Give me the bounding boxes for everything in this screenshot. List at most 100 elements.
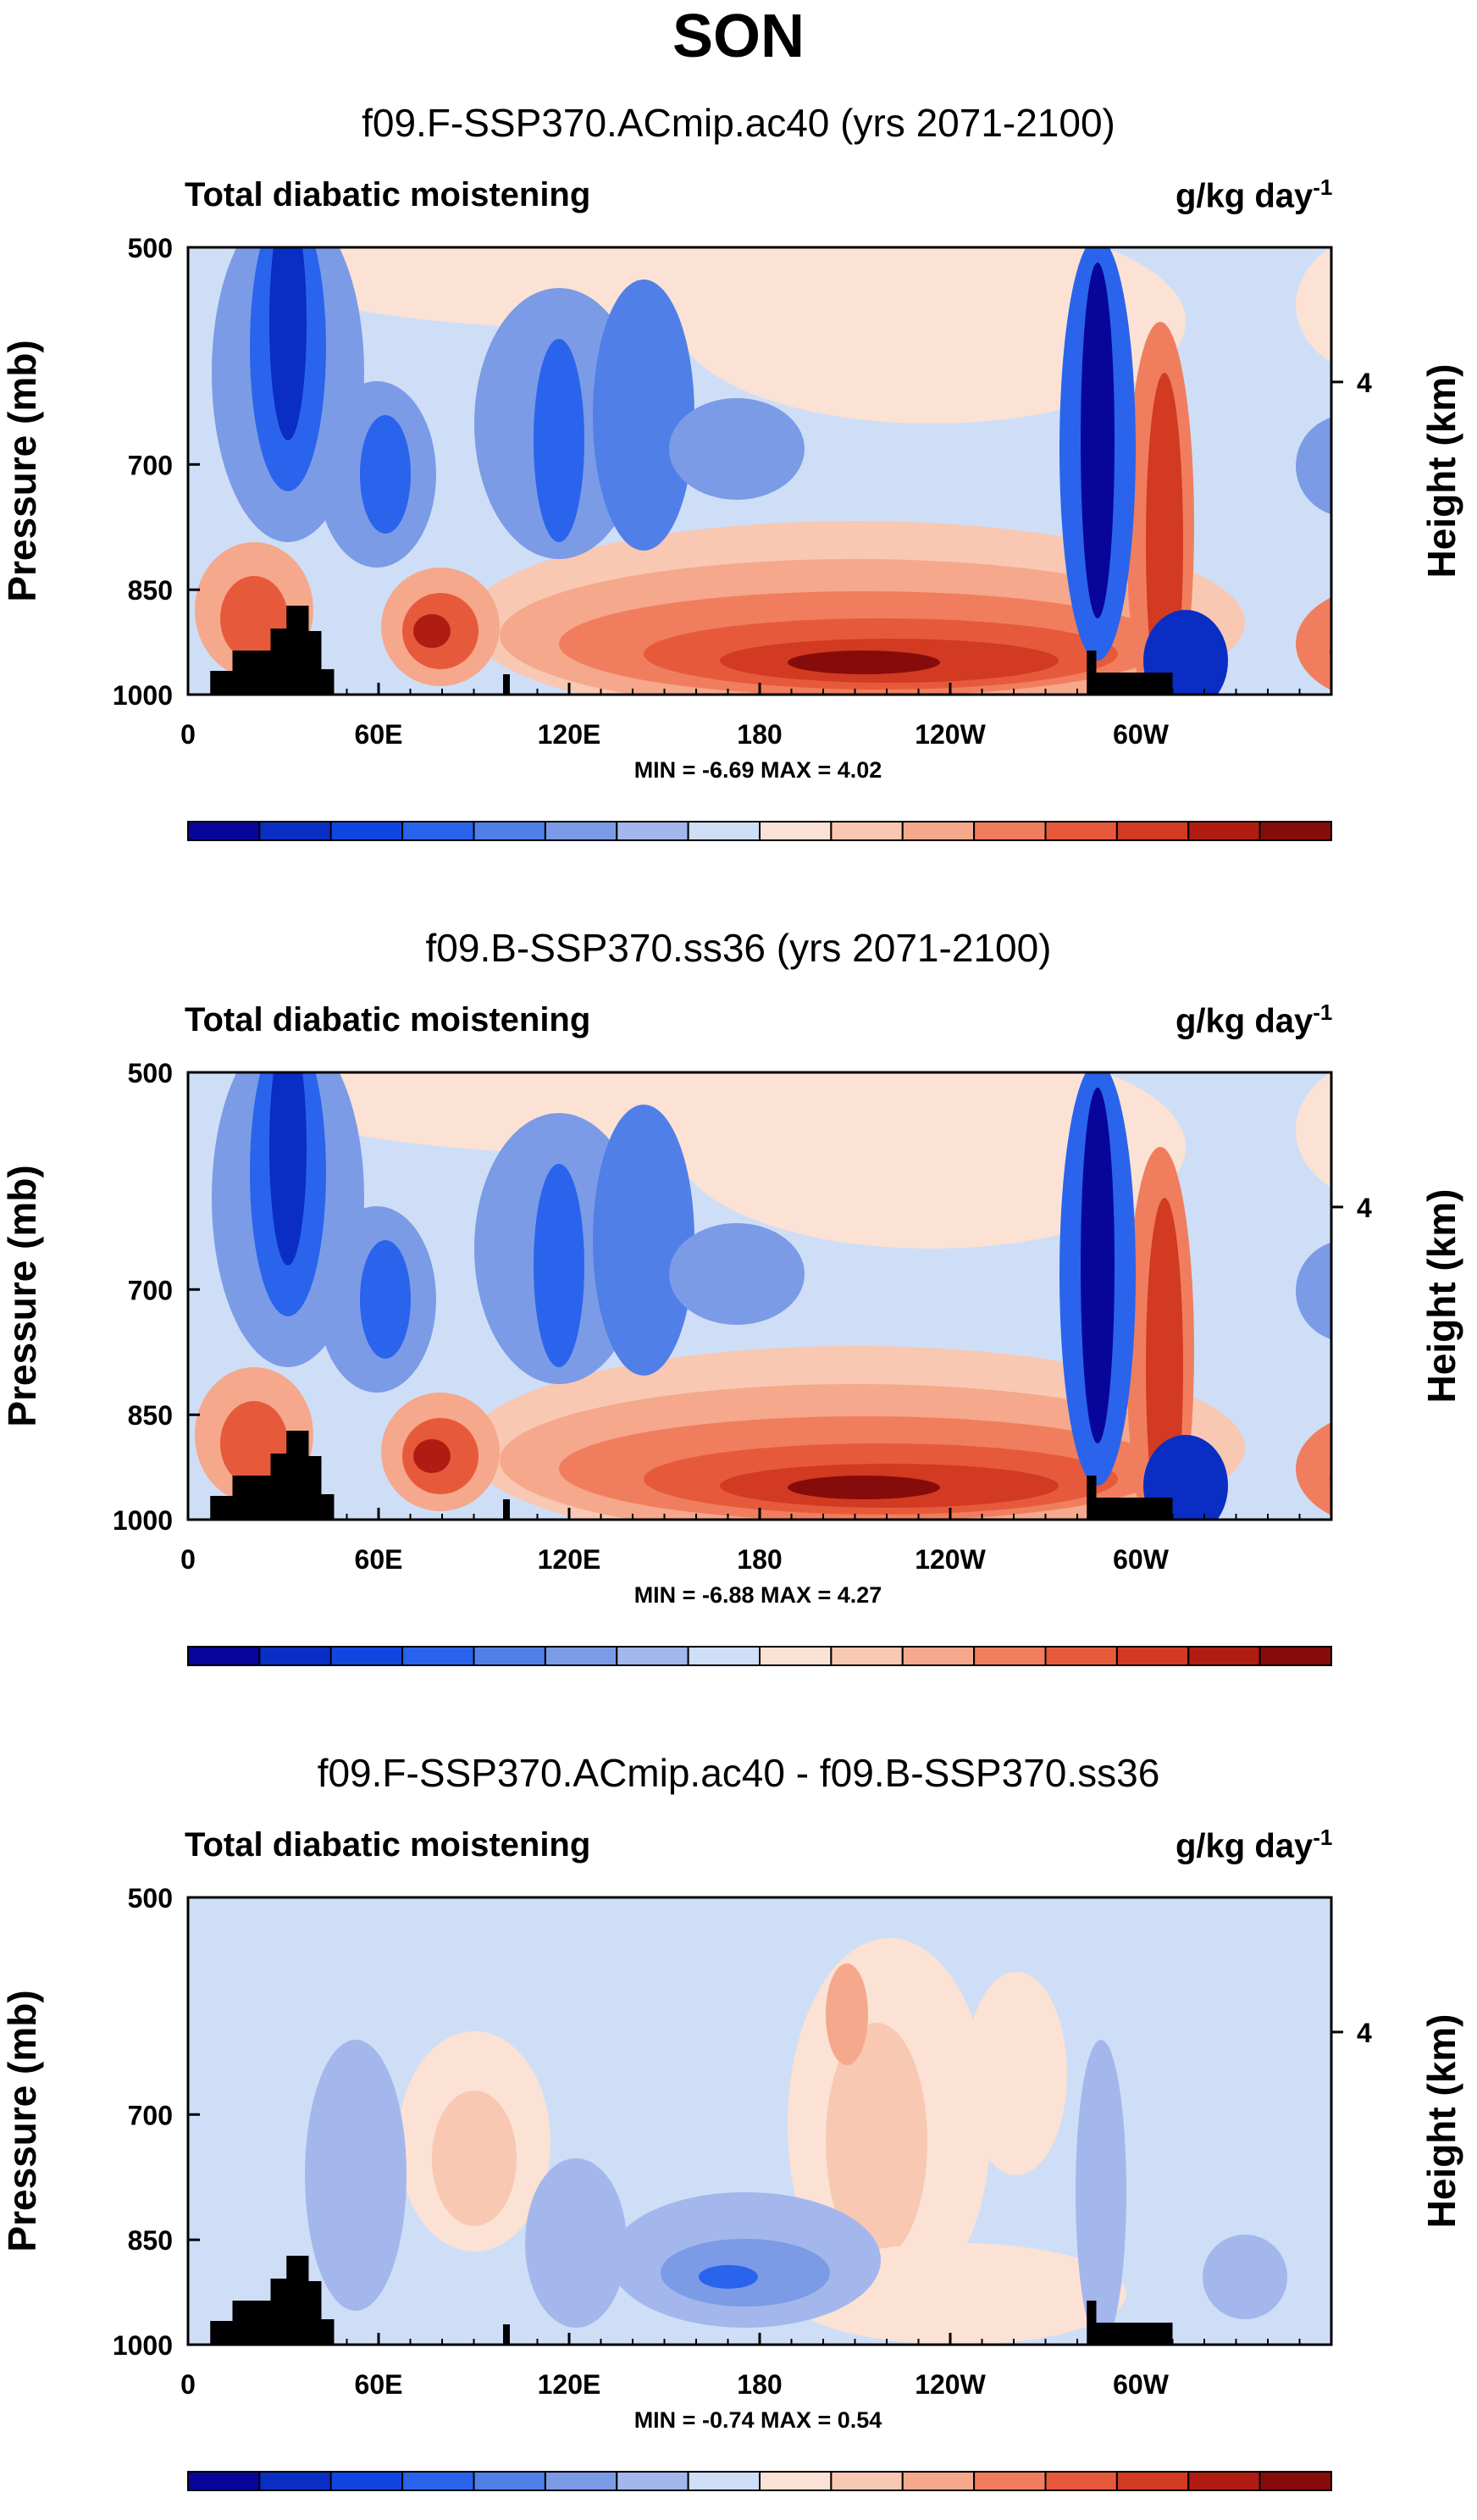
min-max-stats: MIN = -6.88 MAX = 4.27 — [634, 1582, 882, 1608]
contour-warm — [678, 1072, 1186, 1249]
colorbar-bin — [616, 2471, 689, 2491]
x-tick-label: 120E — [538, 719, 601, 750]
contour-dry — [669, 1223, 805, 1325]
x-tick-label: 60E — [355, 719, 403, 750]
land-mask-sumatra — [503, 1499, 510, 1520]
y-tick-label: 700 — [128, 450, 173, 480]
colorbar-bin — [687, 2471, 761, 2491]
contour-bl — [1296, 596, 1331, 691]
land-mask-sumatra — [503, 2324, 510, 2345]
land-mask-africa — [210, 606, 335, 695]
contour-bl — [788, 651, 940, 674]
units-text: g/kg day — [1176, 1002, 1314, 1040]
colorbar-bin — [973, 2471, 1047, 2491]
contour-plot: 500 700 850 1000 4 0 60E 120E 180 120W 60W Pressure… — [0, 1058, 1463, 1666]
colorbar-bin — [1115, 2471, 1190, 2491]
contour-bl — [413, 1439, 451, 1473]
variable-label: Total diabatic moistening — [185, 1001, 591, 1038]
colorbar-bin — [1187, 2471, 1261, 2491]
contour-diff — [432, 2091, 517, 2226]
contour-dry — [360, 415, 411, 534]
colorbar-bin — [830, 2471, 904, 2491]
chart-panel-1: f09.F-SSP370.ACmip.ac40 (yrs 2071-2100) … — [0, 0, 1477, 847]
contour-dry — [593, 1105, 694, 1376]
figure-title: SON — [672, 3, 805, 70]
colorbar-bin — [1258, 2471, 1332, 2491]
x-tick-label: 120W — [915, 719, 986, 750]
x-tick-label: 120E — [538, 1544, 601, 1575]
y-tick-label: 1000 — [113, 1505, 173, 1536]
y-tick-label: 500 — [128, 233, 173, 263]
land-mask-andes — [1087, 1476, 1173, 1520]
x-tick-label: 60W — [1113, 2369, 1170, 2400]
x-tick-label: 60E — [355, 2369, 403, 2400]
y-axis-title: Pressure (mb) — [0, 1165, 44, 1426]
contour-warm — [678, 247, 1186, 424]
y-right-tick-label: 4 — [1357, 368, 1372, 398]
y-right-axis-title: Height (km) — [1419, 1189, 1463, 1404]
y-tick-label: 500 — [128, 1883, 173, 1914]
panel-title: f09.F-SSP370.ACmip.ac40 - f09.B-SSP370.s… — [317, 1751, 1160, 1795]
y-tick-label: 1000 — [113, 2330, 173, 2361]
units-exponent: -1 — [1313, 1825, 1333, 1850]
land-mask-africa — [210, 1431, 335, 1520]
y-tick-label: 1000 — [113, 680, 173, 711]
units-label: g/kg day-1 — [1176, 1825, 1332, 1865]
contour-plot: 500 700 850 1000 4 0 60E 120E 180 120W 60W Pressure… — [0, 1883, 1463, 2491]
contour-diff — [305, 2040, 407, 2311]
units-label: g/kg day-1 — [1176, 1000, 1332, 1040]
contour-dry — [1296, 1242, 1331, 1340]
contour-dry — [1143, 1435, 1228, 1520]
land-mask-andes — [1087, 651, 1173, 695]
contour-field — [188, 1072, 1331, 1520]
colorbar-bin — [1044, 2471, 1118, 2491]
contour-dry — [269, 247, 307, 440]
contour-field — [188, 1897, 1331, 2345]
contour-dry — [534, 1164, 584, 1367]
colorbar-bin — [544, 2471, 618, 2491]
y-tick-label: 850 — [128, 1400, 173, 1431]
colorbar-bin — [901, 2471, 976, 2491]
contour-diff — [965, 1972, 1067, 2175]
contour-dry — [669, 398, 805, 500]
colorbar-bin — [473, 2471, 546, 2491]
min-max-stats: MIN = -0.74 MAX = 0.54 — [634, 2407, 882, 2433]
chart-panel-3: f09.F-SSP370.ACmip.ac40 - f09.B-SSP370.s… — [0, 1650, 1477, 2497]
x-tick-label: 180 — [737, 1544, 782, 1575]
contour-field — [188, 247, 1331, 695]
contour-bl — [413, 614, 451, 648]
x-tick-label: 120E — [538, 2369, 601, 2400]
chart-panel-2: f09.B-SSP370.ss36 (yrs 2071-2100) Total … — [0, 825, 1477, 1672]
variable-label: Total diabatic moistening — [185, 1826, 591, 1864]
x-tick-label: 120W — [915, 1544, 986, 1575]
contour-bl — [788, 1476, 940, 1499]
y-tick-label: 700 — [128, 1275, 173, 1305]
x-tick-label: 0 — [180, 719, 196, 750]
contour-diff — [525, 2158, 627, 2328]
contour-dry — [1081, 1088, 1115, 1443]
colorbar-bin — [401, 2471, 475, 2491]
colorbar-bin — [258, 2471, 332, 2491]
y-axis-title: Pressure (mb) — [0, 340, 44, 601]
y-tick-label: 850 — [128, 2225, 173, 2256]
colorbar-bin — [187, 2471, 261, 2491]
x-tick-label: 0 — [180, 1544, 196, 1575]
colorbar-bin — [1258, 821, 1332, 841]
units-text: g/kg day — [1176, 177, 1314, 215]
contour-bl — [1330, 1469, 1331, 1486]
x-tick-label: 60E — [355, 1544, 403, 1575]
units-label: g/kg day-1 — [1176, 174, 1332, 215]
y-tick-label: 700 — [128, 2100, 173, 2130]
x-tick-label: 180 — [737, 2369, 782, 2400]
y-right-axis-title: Height (km) — [1419, 364, 1463, 579]
y-tick-label: 850 — [128, 575, 173, 606]
contour-dry — [1143, 610, 1228, 695]
colorbar-bin — [329, 2471, 404, 2491]
y-axis-title: Pressure (mb) — [0, 1990, 44, 2251]
contour-dry — [1296, 417, 1331, 515]
contour-diff — [1076, 2040, 1126, 2345]
panel-title: f09.B-SSP370.ss36 (yrs 2071-2100) — [425, 926, 1052, 970]
panel-title: f09.F-SSP370.ACmip.ac40 (yrs 2071-2100) — [362, 101, 1115, 145]
x-tick-label: 180 — [737, 719, 782, 750]
units-text: g/kg day — [1176, 1827, 1314, 1865]
